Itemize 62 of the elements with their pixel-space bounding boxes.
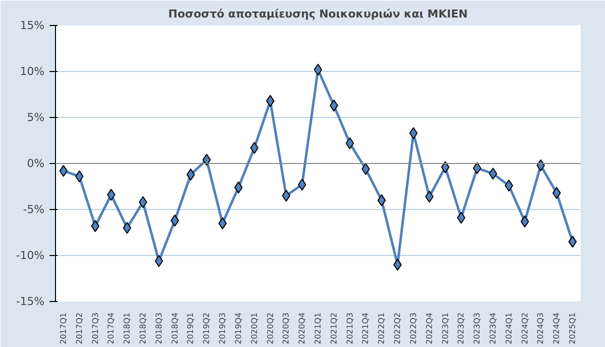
y-tick-label: 15% <box>20 19 45 32</box>
x-tick-label: 2022Q4 <box>424 312 434 344</box>
x-tick-label: 2021Q4 <box>361 312 370 344</box>
y-tick-label: 5% <box>27 111 44 124</box>
x-tick-label: 2025Q1 <box>568 312 578 344</box>
point <box>250 142 259 154</box>
y-tick-label: -10% <box>16 249 45 262</box>
x-tick-label: 2020Q3 <box>282 312 291 344</box>
x-tick-label: 2018Q1 <box>122 312 132 344</box>
point <box>568 236 577 248</box>
point <box>234 181 243 194</box>
y-tick-label: 10% <box>20 65 45 78</box>
point <box>218 217 227 230</box>
point <box>552 186 561 199</box>
x-tick-label: 2018Q4 <box>170 312 180 344</box>
x-tick-label: 2022Q3 <box>408 312 418 344</box>
x-tick-label: 2024Q1 <box>504 312 514 344</box>
x-tick-label: 2019Q1 <box>186 312 196 344</box>
x-tick-label: 2018Q2 <box>138 312 148 344</box>
y-tick-label: 0% <box>27 157 44 170</box>
point <box>377 194 386 206</box>
point <box>393 258 402 271</box>
x-tick-label: 2022Q1 <box>377 312 386 344</box>
point <box>488 168 498 180</box>
x-tick-label: 2021Q3 <box>345 312 354 344</box>
x-tick-label: 2017Q3 <box>90 312 100 344</box>
x-tick-label: 2021Q1 <box>314 312 322 344</box>
x-tick-label: 2019Q3 <box>218 312 228 344</box>
x-tick-label: 2019Q4 <box>234 312 243 344</box>
x-tick-label: 2024Q4 <box>552 312 562 344</box>
point <box>314 64 322 76</box>
y-tick-label: -5% <box>23 203 44 216</box>
point <box>409 127 418 140</box>
x-tick-label: 2017Q4 <box>106 312 116 344</box>
point <box>202 154 211 166</box>
point <box>75 170 84 182</box>
x-tick-label: 2023Q1 <box>440 312 450 344</box>
point <box>330 100 338 112</box>
point <box>59 164 68 177</box>
x-tick-label: 2019Q2 <box>202 312 212 344</box>
chart-title: Ποσοστό αποταμίευσης Νοικοκυριών και ΜΚΙΕΝ <box>168 8 468 20</box>
x-tick-label: 2024Q3 <box>536 312 546 344</box>
x-tick-label: 2024Q2 <box>520 312 530 344</box>
x-tick-label: 2020Q2 <box>266 312 275 344</box>
point <box>472 162 482 174</box>
x-tick-label: 2023Q4 <box>488 312 498 344</box>
x-tick-label: 2021Q2 <box>329 312 338 344</box>
x-tick-label: 2020Q1 <box>250 312 259 344</box>
point <box>154 255 164 268</box>
x-tick-label: 2022Q2 <box>393 312 402 344</box>
x-tick-label: 2023Q3 <box>472 312 482 344</box>
x-tick-label: 2018Q3 <box>154 312 164 344</box>
point <box>504 180 514 192</box>
x-tick-label: 2017Q2 <box>74 312 84 344</box>
point <box>298 178 306 191</box>
point <box>425 190 434 203</box>
point <box>122 222 132 234</box>
x-tick-label: 2023Q2 <box>456 312 466 344</box>
x-tick-label: 2017Q1 <box>58 312 68 344</box>
x-tick-label: 2020Q4 <box>298 312 307 344</box>
point <box>138 196 148 208</box>
y-tick-label: -15% <box>16 295 45 308</box>
